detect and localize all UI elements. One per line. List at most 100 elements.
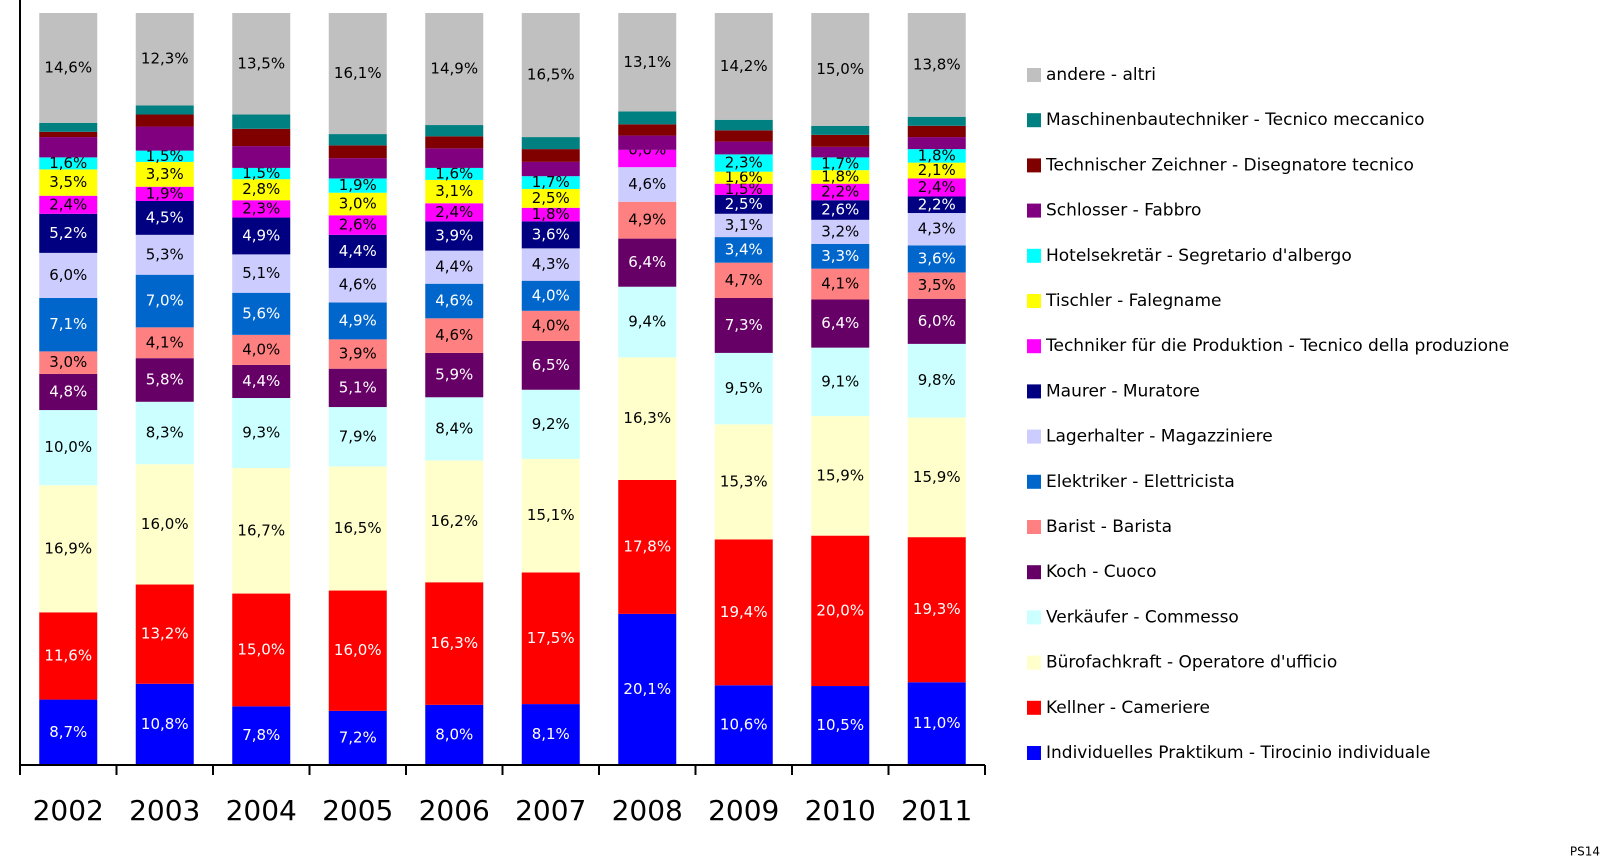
- bar-segment: [328, 178, 387, 193]
- value-label: 16,2%: [430, 512, 478, 530]
- value-label: 11,0%: [913, 714, 961, 732]
- bar-segment: [907, 125, 966, 138]
- bar-segment: [135, 150, 194, 162]
- bar-segment: [328, 710, 387, 765]
- value-label: 8,7%: [49, 723, 87, 741]
- bar-segment: [135, 584, 194, 684]
- value-label: 3,0%: [49, 353, 87, 371]
- value-label: 7,3%: [725, 316, 763, 334]
- bar-segment: [328, 134, 387, 146]
- value-label: 6,4%: [821, 314, 859, 332]
- value-label: 7,1%: [49, 315, 87, 333]
- value-label: 19,3%: [913, 600, 961, 618]
- bar-segment: [135, 13, 194, 106]
- legend-swatch: [1027, 203, 1041, 218]
- legend-swatch: [1027, 248, 1041, 263]
- bar-segment: [811, 13, 870, 126]
- bar-segment: [232, 13, 291, 115]
- value-label: 3,0%: [339, 195, 377, 213]
- bar-segment: [521, 280, 580, 311]
- bar-segment: [618, 238, 677, 287]
- value-label: 8,0%: [435, 725, 473, 743]
- value-label: 15,9%: [913, 468, 961, 486]
- value-label: 9,3%: [242, 423, 280, 441]
- bar-segment: [714, 13, 773, 120]
- legend-swatch: [1027, 610, 1041, 625]
- legend-swatch: [1027, 384, 1041, 399]
- bar-segment: [521, 161, 580, 177]
- value-label: 2,3%: [242, 199, 280, 217]
- legend-swatch: [1027, 700, 1041, 715]
- bar-segment: [521, 13, 580, 138]
- bar-segment: [811, 535, 870, 687]
- bar-segment: [521, 188, 580, 208]
- bar-segment: [521, 137, 580, 150]
- legend-label: Tischler - Falegname: [1045, 291, 1222, 311]
- bar-segment: [907, 13, 966, 117]
- value-label: 1,6%: [435, 164, 473, 182]
- bar-segment: [907, 298, 966, 344]
- value-label: 10,8%: [141, 715, 189, 733]
- bar-segment: [39, 298, 98, 352]
- bar-segment: [618, 479, 677, 614]
- value-label: 2,4%: [918, 178, 956, 196]
- bar-segment: [907, 137, 966, 150]
- legend-swatch: [1027, 655, 1041, 670]
- value-label: 4,9%: [628, 211, 666, 229]
- value-label: 15,0%: [237, 640, 285, 658]
- value-label: 3,2%: [821, 222, 859, 240]
- bar-segment: [425, 250, 484, 284]
- value-label: 4,0%: [532, 286, 570, 304]
- value-label: 16,0%: [334, 641, 382, 659]
- legend-swatch: [1027, 158, 1041, 173]
- bar-segment: [39, 195, 98, 214]
- bar-segment: [39, 169, 98, 196]
- value-label: 14,9%: [430, 60, 478, 78]
- x-tick-label: 2003: [129, 794, 200, 827]
- x-tick-label: 2006: [419, 794, 490, 827]
- value-label: 8,4%: [435, 419, 473, 437]
- bar-segment: [425, 167, 484, 180]
- bar-segment: [521, 340, 580, 390]
- bar-segment: [618, 613, 677, 765]
- value-label: 1,8%: [821, 167, 859, 185]
- legend-label: Elektriker - Elettricista: [1046, 472, 1235, 492]
- value-label: 13,8%: [913, 55, 961, 73]
- value-label: 4,7%: [725, 271, 763, 289]
- bar-segment: [135, 186, 194, 201]
- bar-segment: [135, 683, 194, 765]
- value-label: 16,0%: [141, 515, 189, 533]
- value-label: 17,8%: [623, 537, 671, 555]
- value-label: 3,5%: [49, 173, 87, 191]
- bar-segment: [328, 267, 387, 303]
- x-tick-label: 2009: [708, 794, 779, 827]
- value-label: 3,3%: [821, 247, 859, 265]
- value-label: 2,6%: [339, 216, 377, 234]
- value-label: 13,1%: [623, 53, 671, 71]
- value-label: 2,2%: [821, 182, 859, 200]
- x-tick-label: 2008: [612, 794, 683, 827]
- bar-segment: [39, 252, 98, 299]
- value-label: 1,5%: [725, 180, 763, 198]
- legend-swatch: [1027, 429, 1041, 444]
- bar-segment: [232, 179, 291, 201]
- value-label: 3,1%: [435, 182, 473, 200]
- bar-segment: [618, 357, 677, 480]
- bar-segment: [425, 704, 484, 765]
- bar-segment: [811, 347, 870, 417]
- value-label: 4,0%: [532, 316, 570, 334]
- bar-segment: [618, 149, 677, 168]
- bar-segment: [714, 183, 773, 195]
- bar-segment: [232, 167, 291, 180]
- value-label: 2,5%: [532, 189, 570, 207]
- legend-swatch: [1027, 113, 1041, 128]
- value-label: 1,9%: [339, 176, 377, 194]
- value-label: 5,1%: [339, 378, 377, 396]
- bar-segment: [328, 339, 387, 369]
- bar-segment: [714, 298, 773, 353]
- value-label: 16,5%: [334, 519, 382, 537]
- bar-segment: [907, 196, 966, 214]
- value-label: 1,5%: [242, 164, 280, 182]
- legend-label: Maschinenbautechniker - Tecnico meccanic…: [1046, 110, 1424, 130]
